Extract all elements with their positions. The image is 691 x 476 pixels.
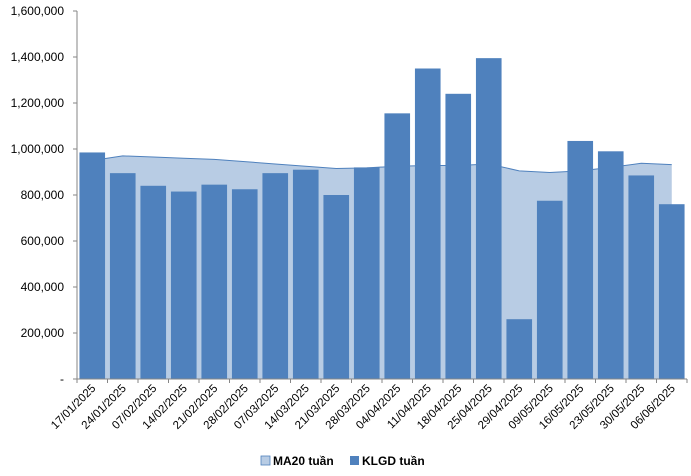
bar-11-04-2025 (414, 68, 441, 379)
y-tick-label: 1,600,000 (11, 4, 65, 18)
bar-17-01-2025 (79, 152, 106, 379)
y-tick-label: - (60, 372, 64, 386)
legend-swatch-klgd (350, 456, 359, 465)
bar-21-02-2025 (201, 184, 228, 379)
bar-14-03-2025 (292, 169, 319, 379)
plot-area (79, 58, 685, 380)
y-tick-label: 1,200,000 (11, 96, 65, 110)
bar-04-04-2025 (384, 113, 411, 379)
bar-16-05-2025 (567, 140, 594, 379)
bar-30-05-2025 (628, 175, 655, 379)
bar-28-02-2025 (231, 189, 258, 379)
bar-25-04-2025 (475, 58, 502, 380)
bar-24-01-2025 (109, 173, 136, 379)
legend: MA20 tuần KLGD tuần (260, 454, 425, 468)
y-tick-label: 800,000 (21, 188, 65, 202)
bar-29-04-2025 (506, 319, 533, 379)
legend-label-ma20: MA20 tuần (273, 454, 334, 468)
bar-07-02-2025 (140, 185, 167, 379)
bar-28-03-2025 (353, 167, 380, 379)
bar-06-06-2025 (658, 204, 685, 379)
bar-09-05-2025 (536, 200, 563, 379)
y-tick-label: 1,000,000 (11, 142, 65, 156)
bar-14-02-2025 (170, 191, 197, 379)
y-tick-label: 200,000 (21, 326, 65, 340)
y-tick-label: 1,400,000 (11, 50, 65, 64)
bar-21-03-2025 (323, 195, 350, 379)
y-tick-label: 600,000 (21, 234, 65, 248)
bar-23-05-2025 (597, 151, 624, 379)
bar-07-03-2025 (262, 173, 289, 379)
axes: - 200,000 400,000 600,000 800,000 1,000,000 1,… (11, 4, 688, 432)
bar-18-04-2025 (445, 93, 472, 380)
legend-swatch-ma20 (260, 455, 271, 466)
legend-label-klgd: KLGD tuần (362, 454, 425, 468)
y-tick-label: 400,000 (21, 280, 65, 294)
